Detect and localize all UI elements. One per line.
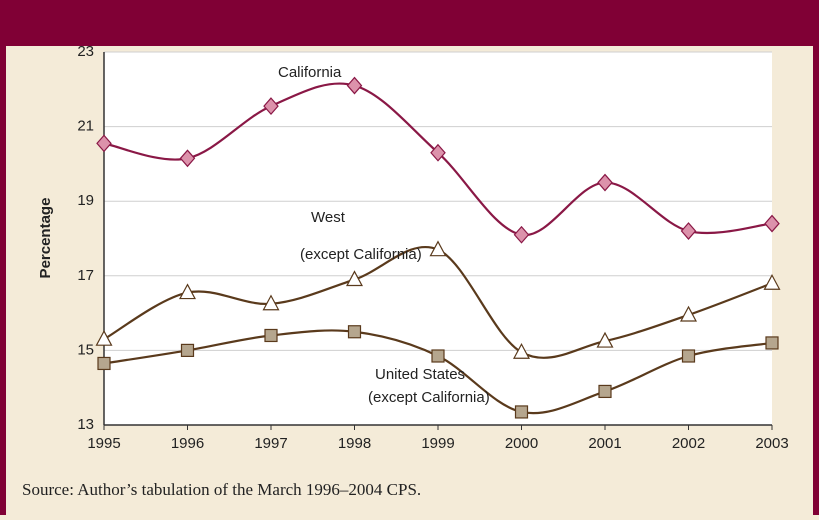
marker — [347, 325, 362, 339]
marker — [178, 283, 197, 300]
marker — [97, 356, 111, 371]
marker — [513, 225, 530, 244]
y-tick-label: 21 — [77, 118, 94, 135]
x-tick-label: 1998 — [338, 435, 371, 452]
marker — [179, 149, 196, 168]
x-tick-label: 2002 — [672, 435, 705, 452]
marker — [765, 336, 779, 350]
x-tick-label: 2000 — [505, 435, 538, 452]
marker — [180, 343, 195, 357]
y-tick-label: 13 — [77, 416, 94, 433]
panel-border — [0, 46, 6, 515]
x-tick-label: 1999 — [421, 435, 454, 452]
series-label: (except California) — [300, 246, 422, 263]
x-tick-label: 2001 — [588, 435, 621, 452]
marker — [345, 270, 364, 287]
x-tick-label: 2003 — [755, 435, 788, 452]
marker — [680, 222, 697, 240]
y-tick-label: 15 — [77, 341, 94, 358]
y-tick-label: 19 — [77, 192, 94, 209]
y-tick-label: 23 — [77, 43, 94, 60]
marker — [430, 143, 446, 162]
header-bar — [0, 0, 819, 46]
marker — [597, 173, 613, 192]
marker — [431, 349, 445, 363]
y-axis-label: Percentage — [37, 198, 54, 279]
x-tick-label: 1995 — [87, 435, 120, 452]
plot-area — [104, 52, 772, 425]
marker — [429, 240, 447, 257]
marker — [596, 331, 614, 348]
marker — [263, 97, 279, 115]
series-label: California — [278, 64, 342, 81]
series-label: United States — [375, 366, 465, 383]
marker — [96, 134, 112, 153]
series-label: West — [311, 209, 346, 226]
marker — [264, 328, 278, 343]
marker — [764, 214, 780, 233]
marker — [598, 384, 612, 399]
series-label: (except California) — [368, 389, 490, 406]
marker — [95, 329, 113, 346]
marker — [262, 294, 280, 311]
x-tick-label: 1997 — [254, 435, 287, 452]
source-note: Source: Author’s tabulation of the March… — [22, 480, 421, 499]
marker — [681, 349, 696, 363]
panel-border — [813, 46, 819, 515]
y-tick-label: 17 — [77, 267, 94, 284]
marker — [679, 305, 698, 322]
marker — [763, 273, 781, 290]
marker — [514, 405, 529, 419]
marker — [512, 342, 531, 359]
marker — [346, 76, 363, 95]
x-tick-label: 1996 — [171, 435, 204, 452]
